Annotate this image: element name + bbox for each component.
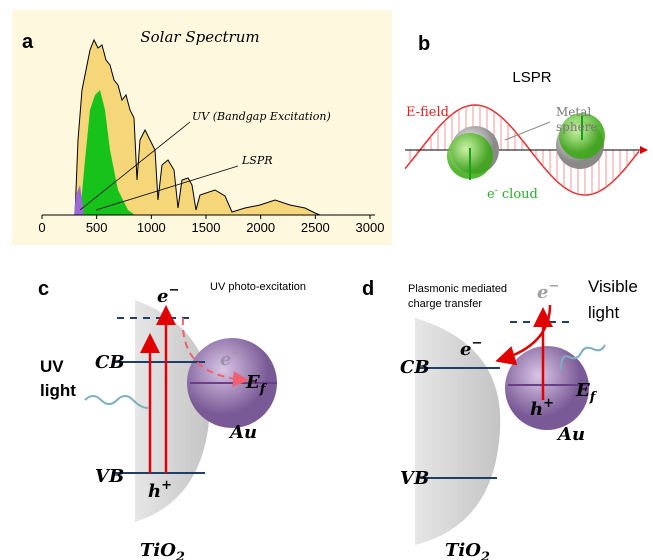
oxide-label: TiO2 bbox=[445, 540, 490, 560]
text: TiO bbox=[140, 540, 176, 560]
text: + bbox=[161, 478, 172, 493]
panel-c: c e− UV photo-excitation CB VB UV light … bbox=[38, 278, 306, 560]
text: + bbox=[543, 396, 554, 411]
text: h bbox=[148, 481, 161, 502]
pointer bbox=[505, 122, 550, 140]
panel-label: d bbox=[362, 278, 374, 300]
x-tick-label: 0 bbox=[38, 220, 45, 235]
panel-a: a Solar Spectrum UV (Bandgap Excitation)… bbox=[12, 10, 392, 245]
cb-label: CB bbox=[95, 352, 125, 373]
text: e bbox=[460, 339, 471, 360]
electron-label: e− bbox=[537, 279, 559, 303]
figure: a Solar Spectrum UV (Bandgap Excitation)… bbox=[0, 0, 653, 560]
panel-d: d Plasmonic mediated charge transfer e− … bbox=[362, 277, 638, 560]
light-label: light bbox=[40, 381, 76, 400]
text: E bbox=[245, 372, 260, 393]
text: e bbox=[537, 282, 548, 303]
note: UV photo-excitation bbox=[210, 281, 306, 293]
text: 2 bbox=[480, 550, 490, 560]
x-tick-label: 1500 bbox=[192, 220, 221, 235]
text: h bbox=[530, 399, 543, 420]
text: E bbox=[575, 380, 590, 401]
panel-title: Solar Spectrum bbox=[140, 28, 259, 46]
x-tick-label: 3000 bbox=[356, 220, 385, 235]
text: − bbox=[471, 336, 482, 351]
note: Plasmonic mediated bbox=[408, 283, 507, 295]
panel-label: b bbox=[418, 33, 430, 55]
text: − bbox=[231, 346, 242, 361]
panel-b: b LSPR E-field Metal sphere e- cloud bbox=[405, 33, 646, 202]
au-label: Au bbox=[556, 424, 585, 445]
vb-label: VB bbox=[400, 468, 429, 489]
text: e bbox=[157, 286, 168, 307]
sphere-label: sphere bbox=[556, 120, 598, 134]
text: − bbox=[168, 283, 179, 298]
x-tick-label: 2500 bbox=[301, 220, 330, 235]
e-field-label: E-field bbox=[406, 105, 449, 120]
panel-label: c bbox=[38, 278, 49, 300]
electron-label: e− bbox=[460, 336, 482, 360]
text: cloud bbox=[498, 187, 538, 202]
annotation: LSPR bbox=[241, 154, 273, 167]
electron-label: e− bbox=[157, 283, 179, 307]
tio2-shape bbox=[415, 318, 500, 545]
au-label: Au bbox=[228, 422, 257, 443]
text: − bbox=[548, 279, 559, 294]
text: f bbox=[589, 390, 598, 405]
panel-title: LSPR bbox=[512, 69, 551, 86]
vb-label: VB bbox=[95, 466, 124, 487]
cb-label: CB bbox=[400, 357, 430, 378]
text: 2 bbox=[175, 550, 185, 560]
text: e bbox=[220, 349, 231, 370]
panel-label: a bbox=[22, 31, 34, 53]
sphere-label: Metal bbox=[556, 105, 591, 119]
oxide-label: TiO2 bbox=[140, 540, 185, 560]
x-tick-label: 2000 bbox=[246, 220, 275, 235]
x-tick-label: 1000 bbox=[137, 220, 166, 235]
light-label: light bbox=[588, 303, 619, 322]
text: TiO bbox=[445, 540, 481, 560]
note: charge transfer bbox=[408, 298, 482, 310]
annotation: UV (Bandgap Excitation) bbox=[192, 110, 331, 123]
light-label: UV bbox=[40, 357, 64, 376]
light-label: Visible bbox=[588, 277, 638, 296]
cloud-label: e- cloud bbox=[487, 186, 538, 202]
x-tick-label: 500 bbox=[86, 220, 108, 235]
